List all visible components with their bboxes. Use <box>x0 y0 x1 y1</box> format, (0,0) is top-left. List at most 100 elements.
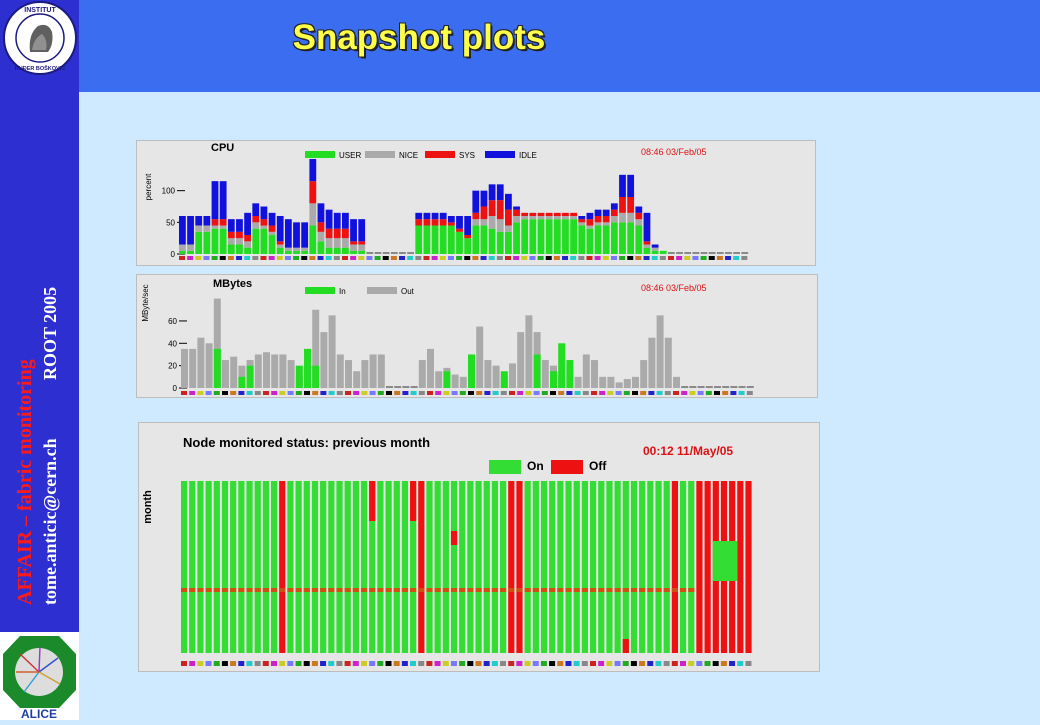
cpu-bar-nice <box>203 225 211 232</box>
mbytes-bar-out <box>181 348 188 388</box>
cpu-bar-sys <box>488 200 496 216</box>
node-color-square <box>263 391 269 395</box>
node-status-column <box>426 481 433 653</box>
mbytes-bar-in <box>533 354 541 388</box>
node-color-square <box>741 256 748 260</box>
node-status-stripe <box>360 588 368 592</box>
node-status-stripe <box>393 588 400 592</box>
cpu-bar-nice <box>562 216 569 220</box>
node-status-column <box>311 481 319 653</box>
mbytes-bar-in <box>558 343 566 388</box>
node-color-square <box>287 661 294 666</box>
mbytes-bar-out <box>328 315 336 388</box>
node-color-square <box>230 391 237 395</box>
logo-ring-top-text: INSTITUT <box>24 7 56 14</box>
mbytes-bar-in <box>238 376 246 388</box>
cpu-bar-user <box>187 250 194 254</box>
cpu-bar-nice <box>496 219 504 232</box>
node-status-stripe <box>254 588 261 592</box>
node-color-square <box>394 391 401 395</box>
node-color-square <box>679 661 686 666</box>
node-status-stripe <box>426 588 433 592</box>
mbytes-bar-out <box>197 337 205 388</box>
cpu-bar-nice <box>505 225 512 232</box>
cpu-bar-user <box>195 231 203 254</box>
node-status-column <box>475 481 482 653</box>
cpu-bar-idle <box>309 159 317 182</box>
cpu-bar-sys <box>513 209 520 216</box>
cpu-bar-idle <box>602 209 610 216</box>
node-status-stripe <box>630 588 638 592</box>
node-status-column <box>360 481 368 653</box>
mbytes-bar-out <box>377 354 385 388</box>
node-color-square <box>213 661 220 666</box>
node-color-square <box>325 256 332 260</box>
node-status-column <box>647 481 654 653</box>
cpu-bar-idle <box>301 222 309 248</box>
node-color-square <box>456 256 463 260</box>
node-color-square <box>254 391 261 395</box>
node-status-column <box>500 481 507 653</box>
node-color-square <box>714 391 720 395</box>
cpu-bar-nice <box>219 225 227 229</box>
node-color-square <box>187 256 194 260</box>
cpu-bar-sys <box>358 241 366 245</box>
node-status-column <box>679 481 687 653</box>
mbytes-bar-out <box>205 343 213 388</box>
cpu-bar-sys <box>627 197 635 213</box>
node-status-column <box>565 481 572 653</box>
mbytes-timestamp: 08:46 03/Feb/05 <box>641 283 707 293</box>
cpu-bar-sys <box>447 222 455 226</box>
y-tick-label: 40 <box>168 339 177 348</box>
node-status-column <box>393 481 400 653</box>
cpu-bar-idle <box>431 212 439 220</box>
mbytes-bar-out <box>492 365 500 388</box>
cpu-bar-user <box>244 247 251 254</box>
node-color-square <box>673 391 679 395</box>
node-status-column <box>262 481 269 653</box>
node-color-square <box>632 391 638 395</box>
node-color-square <box>386 391 392 395</box>
cpu-bar-nice <box>529 216 537 220</box>
node-color-square <box>574 391 581 395</box>
cpu-bar-user <box>521 219 529 254</box>
node-color-square <box>524 661 531 666</box>
mbytes-bar-out <box>418 360 426 388</box>
cpu-bar-idle <box>195 216 203 226</box>
cpu-bar-user <box>211 228 219 254</box>
cpu-bar-nice <box>594 222 602 226</box>
node-color-square <box>500 661 507 666</box>
alice-label: ALICE <box>21 707 57 720</box>
node-color-square <box>716 256 723 260</box>
node-status-stripe <box>655 588 662 592</box>
node-color-square <box>227 256 234 260</box>
cpu-bar-user <box>219 228 227 254</box>
node-status-stripe <box>344 588 351 592</box>
cpu-bar-nice <box>268 231 276 235</box>
cpu-bar-nice <box>195 225 203 232</box>
legend-label: In <box>339 287 346 296</box>
node-color-square <box>353 391 360 395</box>
node-status-stripe <box>450 588 458 592</box>
cpu-timestamp: 08:46 03/Feb/05 <box>641 147 707 157</box>
cpu-bar-idle <box>227 219 235 232</box>
node-status-column <box>246 481 253 653</box>
cpu-bar-sys <box>211 219 219 226</box>
cpu-bar-nice <box>227 238 235 245</box>
node-status-stripe <box>622 588 629 592</box>
cpu-bar-user <box>480 225 488 254</box>
mbytes-bar-out <box>435 371 443 388</box>
sidebar-email: tome.anticic@cern.ch <box>40 438 60 605</box>
node-color-square <box>221 661 228 666</box>
y-tick-label: 60 <box>168 317 177 326</box>
cpu-bar-user <box>252 228 260 254</box>
cpu-bar-idle <box>480 190 488 207</box>
cpu-bar-sys <box>244 235 251 242</box>
mbytes-bar-out <box>353 371 361 388</box>
mbytes-chart-title: MBytes <box>213 278 252 290</box>
node-color-square <box>529 256 536 260</box>
node-color-square <box>676 256 683 260</box>
node-status-stripe <box>671 588 678 592</box>
node-status-stripe <box>467 588 474 592</box>
sidebar: INSTITUT RUĐER BOŠKOVIĆ AFFAIR – fabric … <box>0 0 79 721</box>
